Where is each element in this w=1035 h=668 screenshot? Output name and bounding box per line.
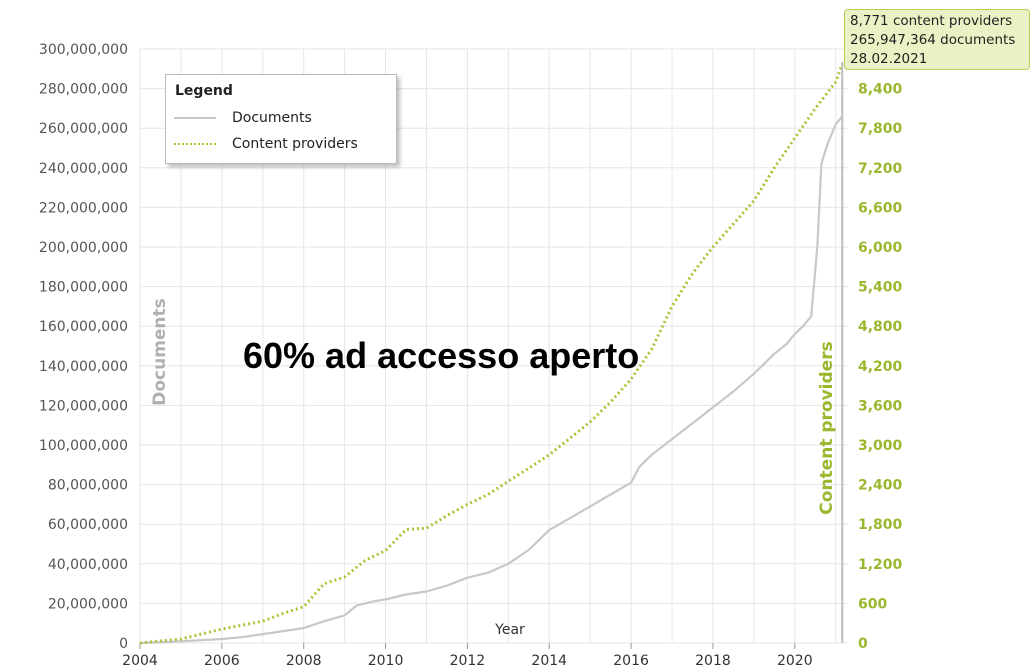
series-line-content-providers bbox=[139, 63, 844, 645]
legend-label-content-providers: Content providers bbox=[232, 136, 358, 152]
x-tick-label: 2004 bbox=[122, 653, 158, 668]
left-tick-label: 200,000,000 bbox=[39, 240, 128, 256]
left-tick-label: 240,000,000 bbox=[39, 161, 128, 177]
legend-item-content-providers[interactable]: Content providers bbox=[174, 135, 358, 153]
right-tick-label: 6,000 bbox=[858, 240, 903, 256]
right-tick-label: 5,400 bbox=[858, 280, 903, 296]
series-lines bbox=[139, 63, 844, 645]
right-tick-label: 3,600 bbox=[858, 398, 903, 414]
right-axis-ticks: 0 600 1,200 1,800 2,400 3,000 3,600 4,200 4,800 5… bbox=[858, 82, 903, 652]
data-tooltip: 8,771 content providers 265,947,364 docu… bbox=[844, 9, 1030, 70]
left-tick-label: 60,000,000 bbox=[48, 517, 128, 533]
x-tick-label: 2012 bbox=[450, 653, 486, 668]
x-tick-label: 2014 bbox=[531, 653, 567, 668]
tooltip-line-documents: 265,947,364 documents bbox=[850, 32, 1016, 48]
x-tick-label: 2008 bbox=[286, 653, 322, 668]
left-tick-label: 100,000,000 bbox=[39, 438, 128, 454]
right-axis-title: Content providers bbox=[817, 341, 837, 514]
right-tick-label: 2,400 bbox=[858, 478, 903, 494]
left-tick-label: 300,000,000 bbox=[39, 42, 128, 58]
overlay-caption: 60% ad accesso aperto bbox=[243, 335, 640, 376]
right-tick-label: 8,400 bbox=[858, 82, 903, 98]
right-tick-label: 4,800 bbox=[858, 319, 903, 335]
right-tick-label: 600 bbox=[858, 596, 887, 612]
left-tick-label: 160,000,000 bbox=[39, 319, 128, 335]
right-tick-label: 3,000 bbox=[858, 438, 903, 454]
x-tick-label: 2018 bbox=[695, 653, 731, 668]
right-tick-label: 6,600 bbox=[858, 200, 903, 216]
legend-swatch-content-providers bbox=[174, 143, 216, 145]
left-tick-label: 140,000,000 bbox=[39, 359, 128, 375]
right-tick-label: 4,200 bbox=[858, 359, 903, 375]
series-line-documents bbox=[139, 115, 844, 645]
right-tick-label: 1,200 bbox=[858, 557, 903, 573]
x-tick-label: 2006 bbox=[204, 653, 240, 668]
right-tick-label: 7,200 bbox=[858, 161, 903, 177]
left-axis-title: Documents bbox=[150, 298, 170, 406]
right-tick-label: 7,800 bbox=[858, 121, 903, 137]
left-tick-label: 280,000,000 bbox=[39, 82, 128, 98]
legend: Legend Documents Content providers bbox=[165, 74, 397, 164]
left-tick-label: 20,000,000 bbox=[48, 596, 128, 612]
x-axis-ticks: 2004 2006 2008 2010 2012 2014 2016 2018 2020 bbox=[122, 643, 813, 668]
legend-title: Legend bbox=[175, 83, 233, 99]
legend-swatch-documents bbox=[174, 117, 216, 119]
left-axis-ticks: 0 20,000,000 40,000,000 60,000,000 80,000,00… bbox=[39, 42, 128, 652]
left-tick-label: 120,000,000 bbox=[39, 398, 128, 414]
grid-lines bbox=[139, 48, 848, 644]
x-tick-label: 2016 bbox=[613, 653, 649, 668]
tooltip-line-date: 28.02.2021 bbox=[850, 51, 928, 67]
left-tick-label: 0 bbox=[119, 636, 128, 652]
x-tick-label: 2010 bbox=[368, 653, 404, 668]
tooltip-line-providers: 8,771 content providers bbox=[850, 13, 1013, 29]
left-tick-label: 260,000,000 bbox=[39, 121, 128, 137]
right-tick-label: 1,800 bbox=[858, 517, 903, 533]
left-tick-label: 220,000,000 bbox=[39, 200, 128, 216]
legend-label-documents: Documents bbox=[232, 110, 312, 126]
x-axis-title: Year bbox=[494, 622, 525, 638]
left-tick-label: 80,000,000 bbox=[48, 478, 128, 494]
x-tick-label: 2020 bbox=[777, 653, 813, 668]
left-tick-label: 180,000,000 bbox=[39, 280, 128, 296]
right-tick-label: 0 bbox=[858, 636, 868, 652]
legend-item-documents[interactable]: Documents bbox=[174, 109, 312, 127]
left-tick-label: 40,000,000 bbox=[48, 557, 128, 573]
